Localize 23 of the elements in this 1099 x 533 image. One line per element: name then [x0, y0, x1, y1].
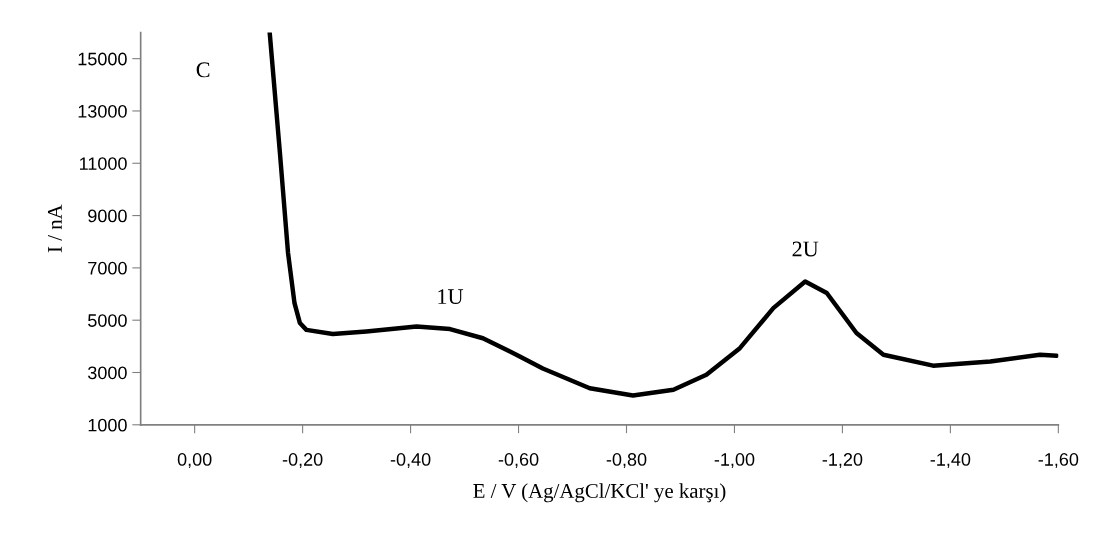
y-tick-label: 15000 — [78, 52, 127, 66]
y-tick-label: 3000 — [88, 366, 127, 380]
x-tick-label: -0,40 — [390, 453, 431, 468]
y-tick-label: 1000 — [88, 418, 127, 432]
x-tick-label: -0,20 — [282, 453, 323, 468]
x-tick-label: -0,60 — [498, 453, 539, 468]
x-tick-label: 0,00 — [177, 453, 212, 468]
line-series — [267, 32, 1059, 398]
y-tick-label: 7000 — [88, 261, 127, 275]
x-tick-label: -1,20 — [822, 453, 863, 468]
y-tick-label: 11000 — [79, 157, 127, 170]
y-tick-label: 13000 — [78, 104, 127, 118]
x-axis-title: E / V (Ag/AgCl/KCl' ye karşı) — [473, 483, 726, 503]
y-tick-label: 5000 — [88, 314, 127, 327]
annotation: C — [196, 62, 210, 78]
annotation: 2U — [792, 241, 819, 257]
x-tick-label: -1,00 — [714, 453, 755, 468]
x-tick-label: -1,60 — [1038, 453, 1079, 468]
x-tick-label: -0,80 — [606, 453, 647, 468]
x-tick-label: -1,40 — [930, 453, 971, 468]
y-axis-title: I / nA — [47, 204, 62, 253]
y-tick-label: 9000 — [88, 209, 127, 223]
annotation: 1U — [438, 289, 464, 305]
